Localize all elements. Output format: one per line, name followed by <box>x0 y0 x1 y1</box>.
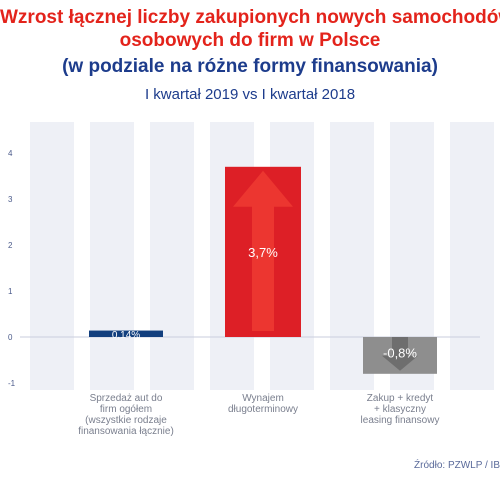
category-label-2: leasing finansowy <box>361 415 440 426</box>
category-label-0: Sprzedaż aut do <box>90 393 163 404</box>
grid-stripe-0 <box>30 122 74 390</box>
source-note: Źródło: PZWLP / IB <box>414 460 500 471</box>
category-label-2: + klasyczny <box>374 404 426 415</box>
chart-subtitle: I kwartał 2019 vs I kwartał 2018 <box>144 86 356 103</box>
up-arrow-icon <box>233 170 293 331</box>
y-tick-label: 0 <box>8 333 13 342</box>
y-tick-label: 2 <box>8 241 13 250</box>
y-tick-label: 1 <box>8 287 13 296</box>
category-label-0: finansowania łącznie) <box>78 426 174 437</box>
chart-title-line-2: osobowych do firm w Polsce <box>119 30 381 51</box>
down-arrow-icon <box>382 337 418 371</box>
grid-stripe-1 <box>90 122 134 390</box>
bar-value-label-1: 3,7% <box>248 245 278 260</box>
bar-0 <box>89 330 163 337</box>
y-tick-label: 4 <box>8 149 13 158</box>
category-label-1: długoterminowy <box>228 404 298 415</box>
category-label-2: Zakup + kredyt <box>367 393 434 404</box>
chart-title-line-3: (w podziale na różne formy finansowania) <box>62 56 438 77</box>
grid-stripe-2 <box>150 122 194 390</box>
chart-title-line-1: Wzrost łącznej liczby zakupionych nowych… <box>0 7 500 28</box>
category-label-0: (wszystkie rodzaje <box>85 415 167 426</box>
y-tick-label: -1 <box>8 379 16 388</box>
category-label-1: Wynajem <box>242 393 284 404</box>
grid-stripe-7 <box>450 122 494 390</box>
category-label-0: firm ogółem <box>100 404 152 415</box>
y-tick-label: 3 <box>8 195 13 204</box>
bar-value-label-2: -0,8% <box>383 346 417 361</box>
bar-value-label-0: 0,14% <box>112 330 140 341</box>
